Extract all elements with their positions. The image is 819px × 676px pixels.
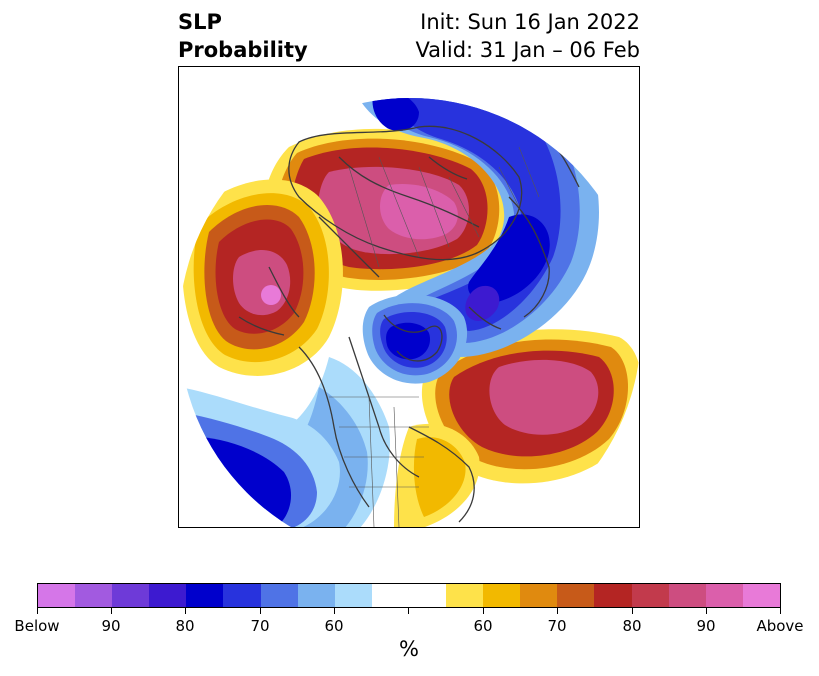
- colorbar-tick: [632, 608, 633, 614]
- colorbar-label-below-90: 90: [101, 617, 121, 635]
- title-product: Probability: [178, 38, 308, 62]
- above-anomaly-east-us: [394, 423, 480, 527]
- colorbar-unit-label: %: [399, 637, 419, 661]
- colorbar: [37, 583, 781, 608]
- colorbar-below-9: [334, 584, 372, 607]
- colorbar-below-5: [186, 584, 224, 607]
- below-anomaly-arctic: [349, 98, 599, 357]
- below-anomaly-arctic-canada: [362, 294, 468, 384]
- colorbar-label-below-80: 80: [175, 617, 195, 635]
- colorbar-tick: [185, 608, 186, 614]
- map-panel: [178, 66, 640, 528]
- colorbar-label-above-80: 80: [622, 617, 642, 635]
- land-outlines: [238, 125, 580, 523]
- colorbar-tick: [706, 608, 707, 614]
- colorbar-below-1: [38, 584, 76, 607]
- colorbar-label-below-70: 70: [250, 617, 270, 635]
- colorbar-below-7: [260, 584, 298, 607]
- valid-range: Valid: 31 Jan – 06 Feb: [415, 38, 640, 62]
- colorbar-tick: [260, 608, 261, 614]
- colorbar-below-6: [223, 584, 261, 607]
- colorbar-label-above-70: 70: [547, 617, 567, 635]
- probability-map: [179, 98, 639, 527]
- colorbar-tick: [408, 608, 409, 614]
- colorbar-tick: [483, 608, 484, 614]
- colorbar-above-1: [446, 584, 484, 607]
- colorbar-tick: [37, 608, 38, 614]
- colorbar-tick: [111, 608, 112, 614]
- above-anomaly-north-atlantic: [421, 329, 639, 484]
- chart-title-left: SLP Probability: [178, 8, 308, 64]
- init-date: Init: Sun 16 Jan 2022: [420, 10, 640, 34]
- colorbar-label-above-90: 90: [696, 617, 716, 635]
- colorbar-above-5: [594, 584, 632, 607]
- colorbar-above-3: [520, 584, 558, 607]
- above-anomaly-north-pacific: [182, 179, 343, 376]
- colorbar-below-2: [75, 584, 113, 607]
- colorbar-label-above-60: 60: [473, 617, 493, 635]
- colorbar-neutral: [371, 584, 447, 607]
- colorbar-above-9: [742, 584, 780, 607]
- country-borders: [329, 146, 540, 527]
- colorbar-above-8: [705, 584, 743, 607]
- colorbar-tick: [334, 608, 335, 614]
- colorbar-above-2: [483, 584, 521, 607]
- colorbar-above-6: [631, 584, 669, 607]
- colorbar-tick: [557, 608, 558, 614]
- colorbar-tick: [780, 608, 781, 614]
- colorbar-label-below-60: 60: [324, 617, 344, 635]
- title-variable: SLP: [178, 10, 222, 34]
- chart-title-right: Init: Sun 16 Jan 2022 Valid: 31 Jan – 06…: [415, 8, 640, 64]
- colorbar-below-3: [112, 584, 150, 607]
- colorbar-below-8: [297, 584, 335, 607]
- colorbar-above-4: [557, 584, 595, 607]
- colorbar-label-below: Below: [14, 617, 60, 635]
- colorbar-above-7: [668, 584, 706, 607]
- colorbar-label-above: Above: [756, 617, 804, 635]
- colorbar-below-4: [149, 584, 187, 607]
